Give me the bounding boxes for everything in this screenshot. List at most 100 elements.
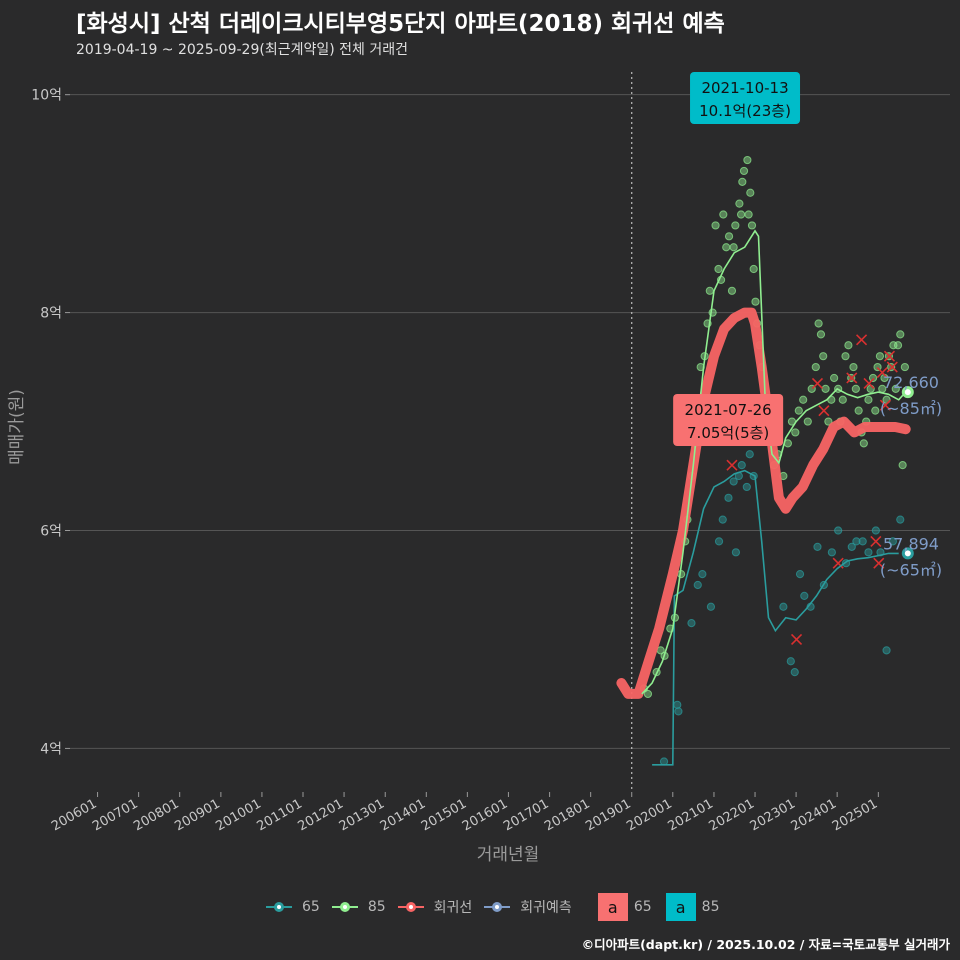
x-tick-label: 202301	[748, 796, 798, 834]
x-tick-label: 202501	[830, 796, 880, 834]
legend-65-icon	[266, 902, 292, 912]
x-tick-label: 201001	[213, 796, 263, 834]
scatter-point-65	[729, 477, 738, 486]
scatter-point-65	[779, 602, 788, 611]
scatter-point-65	[896, 515, 905, 524]
scatter-point-65	[724, 493, 733, 502]
legend-label-prediction: 회귀예측	[520, 900, 572, 916]
x-tick-label: 201601	[460, 796, 510, 834]
scatter-point-85	[711, 221, 720, 230]
x-tick-label: 202001	[624, 796, 674, 834]
scatter-point-85	[816, 330, 826, 339]
legend-item-85: 85	[331, 899, 386, 915]
scatter-point-85	[735, 199, 744, 208]
scatter-point-85	[705, 286, 714, 295]
scatter-point-85	[900, 362, 909, 372]
x-tick-label: 201501	[419, 796, 469, 834]
x-tick-label: 201101	[255, 796, 305, 834]
y-tick-label: 10억	[31, 88, 62, 104]
scatter-point-65	[813, 542, 822, 551]
x-tick-label: 202401	[789, 796, 839, 834]
scatter-point-85	[746, 188, 755, 197]
scatter-point-85	[854, 406, 863, 415]
legend-box-85-label: 85	[701, 899, 720, 915]
scatter-point-65	[786, 657, 795, 666]
y-tick-label: 8억	[40, 306, 62, 322]
cancelled-trade-mark	[876, 366, 888, 379]
scatter-point-85	[791, 428, 800, 437]
cancelled-trade-mark	[873, 557, 885, 569]
scatter-point-85	[871, 406, 880, 415]
x-tick-label: 201401	[378, 796, 428, 834]
footer-credit: ©디아파트(dapt.kr) / 2025.10.02 / 자료=국토교통부 실…	[581, 937, 950, 952]
annotation-box	[690, 72, 801, 124]
end-point-center-65	[904, 550, 911, 557]
scatter-point-65	[731, 548, 741, 557]
legend-box-65-label: 65	[633, 899, 652, 915]
legend-item-65: 65	[266, 899, 320, 915]
scatter-point-85	[799, 395, 808, 404]
scatter-point-65	[882, 646, 891, 655]
end-label-value-85: 72,660	[883, 373, 939, 392]
scatter-point-65	[742, 482, 751, 492]
annotation-value: 10.1억(23층)	[699, 102, 791, 120]
scatter-point-85	[738, 177, 747, 186]
annotation-date: 2021-10-13	[701, 79, 788, 97]
scatter-point-65	[864, 548, 873, 557]
scatter-point-85	[893, 341, 903, 350]
x-tick-label: 200701	[90, 796, 140, 834]
scatter-point-85	[794, 406, 803, 415]
scatter-point-85	[838, 395, 847, 404]
y-tick-label: 4억	[40, 741, 62, 757]
scatter-point-85	[724, 232, 734, 241]
x-tick-label: 200901	[172, 796, 222, 834]
legend-item-regression: 회귀선	[397, 897, 473, 917]
legend: 65 85 회귀선 회귀예측 a 65 a 85	[266, 893, 720, 921]
scatter-point-85	[736, 210, 746, 219]
scatter-point-65	[714, 537, 724, 546]
scatter-point-85	[744, 210, 753, 219]
scatter-point-85	[727, 286, 737, 295]
price-chart: 4억6억8억10억2006012007012008012009012010012…	[7, 72, 950, 865]
x-tick-label: 201901	[583, 796, 633, 834]
y-tick-label: 6억	[40, 524, 62, 540]
scatter-point-85	[747, 221, 757, 230]
cancelled-trade-mark	[726, 459, 738, 471]
scatter-point-85	[849, 362, 858, 372]
scatter-point-65	[687, 619, 696, 628]
scatter-point-65	[827, 548, 836, 557]
x-tick-label: 202201	[707, 796, 757, 834]
legend-regression-icon	[397, 902, 424, 912]
end-label-area-85: (~85㎡)	[880, 399, 942, 418]
scatter-point-85	[803, 417, 812, 426]
chart-title: [화성시] 산척 더레이크시티부영5단지 아파트(2018) 회귀선 예측	[76, 11, 725, 37]
legend-label-65: 65	[302, 899, 320, 915]
scatter-point-85	[739, 166, 749, 176]
annotation-value: 7.05억(5층)	[687, 424, 769, 442]
legend-box-85-swatch: a	[665, 893, 696, 921]
scatter-point-85	[814, 319, 823, 328]
legend-label-85: 85	[367, 899, 386, 915]
x-tick-label: 201701	[501, 796, 551, 834]
annotation-box	[673, 394, 784, 446]
scatter-point-85	[896, 330, 905, 339]
scatter-point-85	[819, 352, 828, 361]
scatter-point-85	[841, 352, 850, 361]
scatter-point-65	[888, 537, 897, 546]
annotation-date: 2021-07-26	[685, 401, 772, 419]
cancelled-trade-mark	[870, 535, 882, 547]
cancelled-trade-mark	[883, 350, 896, 362]
end-label-value-65: 57,894	[883, 534, 939, 553]
cancelled-trade-mark	[811, 377, 824, 389]
cancelled-trade-mark	[886, 361, 898, 373]
legend-box-85: a 85	[665, 893, 720, 921]
x-tick-label: 200601	[49, 796, 99, 834]
scatter-point-85	[859, 439, 868, 448]
x-axis-title: 거래년월	[477, 845, 540, 865]
end-point-center-85	[904, 389, 911, 396]
legend-label-regression: 회귀선	[433, 900, 473, 916]
scatter-point-85	[898, 461, 907, 470]
scatter-point-65	[790, 668, 799, 677]
cancelled-trade-mark	[863, 377, 875, 389]
x-tick-label: 200801	[131, 796, 181, 834]
